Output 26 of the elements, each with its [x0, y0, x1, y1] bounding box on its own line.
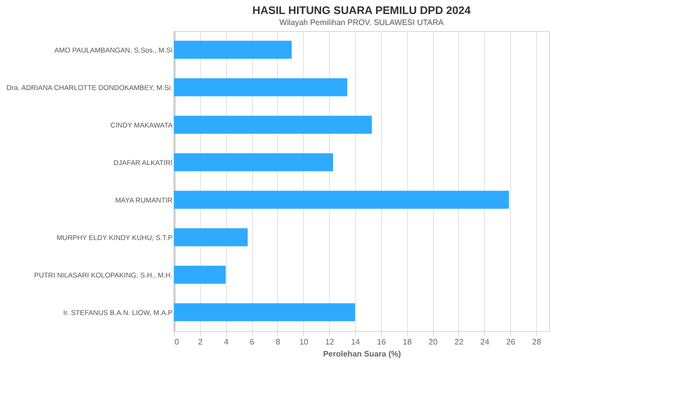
bar [174, 190, 509, 209]
x-tick-label: 8 [276, 338, 281, 346]
bar [174, 153, 334, 172]
x-tick-label: 12 [325, 338, 335, 346]
bar [174, 266, 226, 284]
x-tick-label: 16 [376, 338, 386, 346]
x-tick-label: 10 [299, 338, 309, 346]
bar [174, 228, 248, 246]
chart-title: HASIL HITUNG SUARA PEMILU DPD 2024 [252, 5, 472, 17]
x-tick-label: 0 [174, 338, 180, 346]
x-tick-label: 6 [250, 338, 255, 346]
x-tick-label: 26 [506, 338, 516, 346]
x-tick-label: 20 [428, 338, 438, 346]
bar [174, 78, 348, 96]
x-tick-label: 22 [454, 338, 464, 346]
x-tick-label: 24 [480, 338, 490, 346]
bar [174, 40, 292, 59]
bar [174, 116, 372, 134]
bar [174, 303, 356, 322]
x-axis-title: Perolehan Suara (%) [323, 350, 402, 358]
x-tick-label: 4 [224, 338, 229, 346]
x-tick-label: 28 [532, 338, 542, 346]
x-tick-label: 2 [198, 338, 204, 346]
text: Wilayah Pemilihan PROV. SULAWESI UTARA [279, 18, 444, 27]
x-tick-label: 18 [402, 338, 412, 346]
x-tick-label: 14 [351, 338, 361, 346]
